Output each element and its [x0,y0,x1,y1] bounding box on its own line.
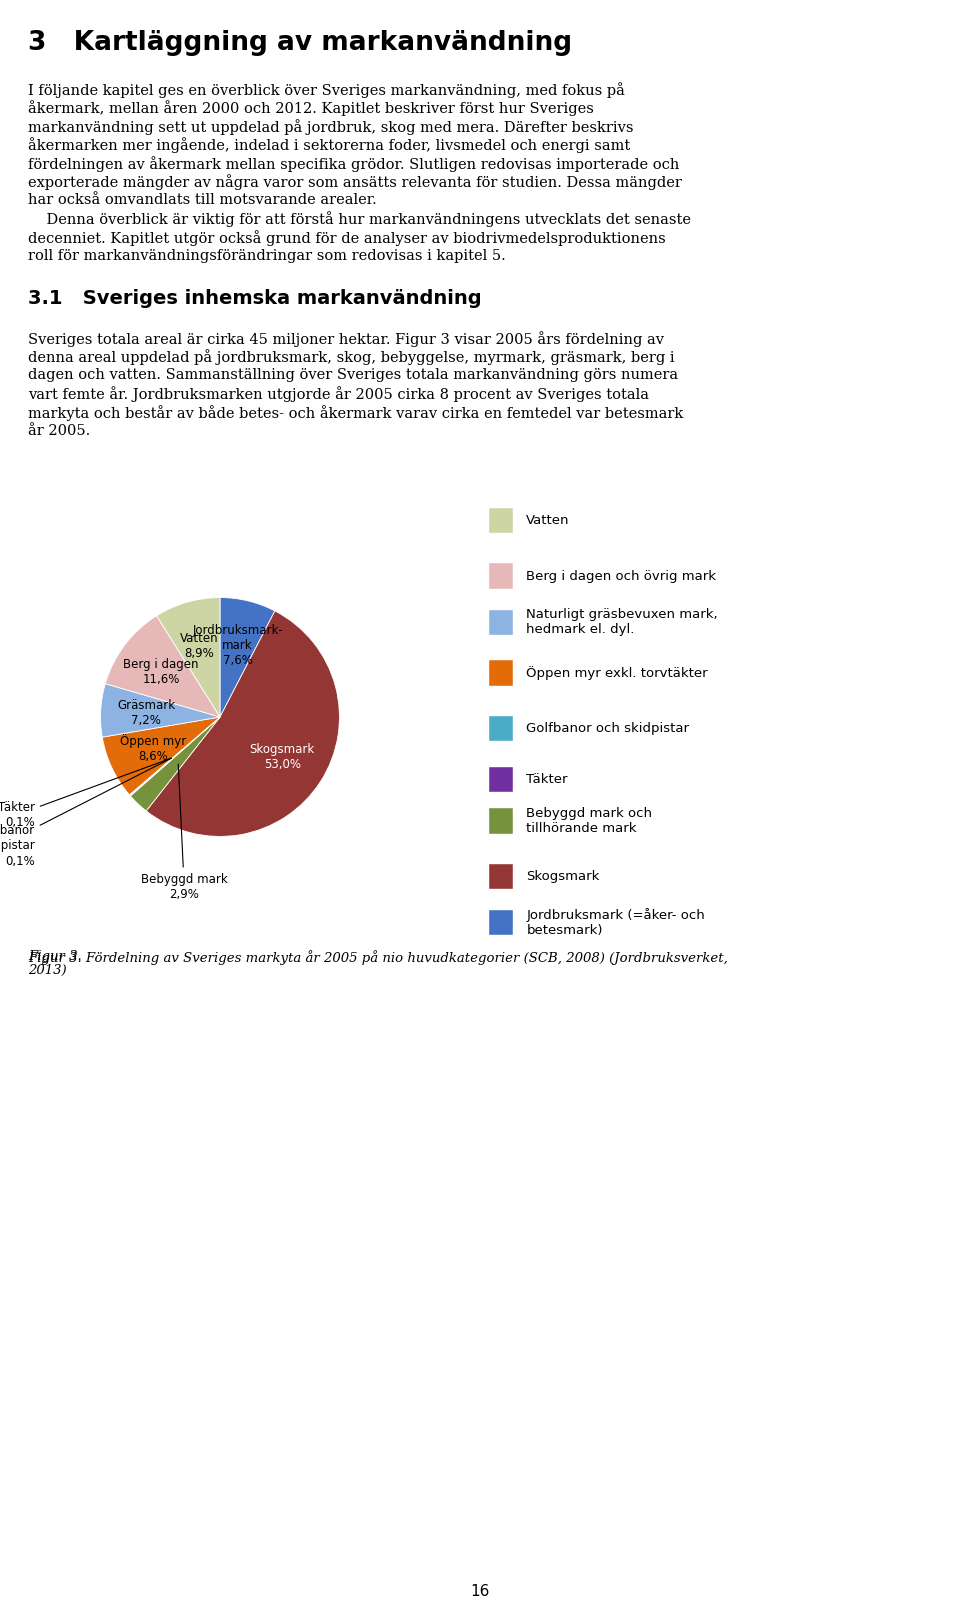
Text: Jordbruksmark (=åker- och
betesmark): Jordbruksmark (=åker- och betesmark) [526,907,705,936]
Text: markanvändning sett ut uppdelad på jordbruk, skog med mera. Därefter beskrivs: markanvändning sett ut uppdelad på jordb… [28,119,634,135]
FancyBboxPatch shape [489,808,513,833]
Text: Berg i dagen och övrig mark: Berg i dagen och övrig mark [526,570,716,582]
Text: åkermark, mellan åren 2000 och 2012. Kapitlet beskriver först hur Sveriges: åkermark, mellan åren 2000 och 2012. Kap… [28,100,594,116]
Text: Sveriges totala areal är cirka 45 miljoner hektar. Figur 3 visar 2005 års fördel: Sveriges totala areal är cirka 45 miljon… [28,331,664,348]
Text: Figur 3.: Figur 3. [28,949,82,964]
Text: Täkter: Täkter [526,772,568,785]
Text: Denna överblick är viktig för att förstå hur markanvändningens utvecklats det se: Denna överblick är viktig för att förstå… [28,211,691,227]
FancyBboxPatch shape [489,563,513,589]
Text: Gräsmark
7,2%: Gräsmark 7,2% [117,698,175,727]
Wedge shape [146,611,340,837]
Wedge shape [103,718,220,795]
Text: 3   Kartläggning av markanvändning: 3 Kartläggning av markanvändning [28,31,572,56]
Text: roll för markanvändningsförändringar som redovisas i kapitel 5.: roll för markanvändningsförändringar som… [28,248,506,262]
Wedge shape [130,718,220,795]
Text: Bebyggd mark
2,9%: Bebyggd mark 2,9% [141,764,228,901]
Text: I följande kapitel ges en överblick över Sveriges markanvändning, med fokus på: I följande kapitel ges en överblick över… [28,82,625,98]
Text: 16: 16 [470,1583,490,1599]
Text: har också omvandlats till motsvarande arealer.: har också omvandlats till motsvarande ar… [28,193,376,208]
Text: Vatten
8,9%: Vatten 8,9% [180,632,219,660]
Text: Skogsmark: Skogsmark [526,870,600,883]
Text: Bebyggd mark och
tillhörande mark: Bebyggd mark och tillhörande mark [526,808,653,835]
Text: markyta och består av både betes- och åkermark varav cirka en femtedel var betes: markyta och består av både betes- och åk… [28,405,684,422]
Text: Golfbanor och skidpistar: Golfbanor och skidpistar [526,722,689,735]
FancyBboxPatch shape [489,610,513,636]
FancyBboxPatch shape [489,911,513,935]
Text: dagen och vatten. Sammanställning över Sveriges totala markanvändning görs numer: dagen och vatten. Sammanställning över S… [28,368,678,381]
Text: Öppen myr
8,6%: Öppen myr 8,6% [120,734,186,763]
Wedge shape [101,684,220,737]
Text: Vatten: Vatten [526,515,570,528]
Text: fördelningen av åkermark mellan specifika grödor. Slutligen redovisas importerad: fördelningen av åkermark mellan specifik… [28,156,680,172]
Text: Öppen myr exkl. torvtäkter: Öppen myr exkl. torvtäkter [526,666,708,681]
FancyBboxPatch shape [489,508,513,533]
FancyBboxPatch shape [489,767,513,792]
Text: Skogsmark
53,0%: Skogsmark 53,0% [250,743,315,771]
FancyBboxPatch shape [489,660,513,685]
Text: Naturligt gräsbevuxen mark,
hedmark el. dyl.: Naturligt gräsbevuxen mark, hedmark el. … [526,608,718,636]
Wedge shape [131,718,220,811]
Text: Berg i dagen
11,6%: Berg i dagen 11,6% [123,658,199,687]
Wedge shape [106,616,220,718]
Text: Golfbanor
& skidpistar
0,1%: Golfbanor & skidpistar 0,1% [0,758,172,867]
Wedge shape [130,718,220,796]
FancyBboxPatch shape [489,716,513,742]
Wedge shape [156,597,220,718]
Text: denna areal uppdelad på jordbruksmark, skog, bebyggelse, myrmark, gräsmark, berg: denna areal uppdelad på jordbruksmark, s… [28,349,675,365]
Text: vart femte år. Jordbruksmarken utgjorde år 2005 cirka 8 procent av Sveriges tota: vart femte år. Jordbruksmarken utgjorde … [28,386,649,402]
Text: år 2005.: år 2005. [28,423,90,438]
FancyBboxPatch shape [489,864,513,890]
Text: Jordbruksmark-
mark
7,6%: Jordbruksmark- mark 7,6% [192,624,283,666]
Text: 3.1   Sveriges inhemska markanvändning: 3.1 Sveriges inhemska markanvändning [28,290,482,307]
Text: exporterade mängder av några varor som ansätts relevanta för studien. Dessa mäng: exporterade mängder av några varor som a… [28,174,682,190]
Text: Figur 3. Fördelning av Sveriges markyta år 2005 på nio huvudkategorier (SCB, 200: Figur 3. Fördelning av Sveriges markyta … [28,949,728,965]
Wedge shape [220,597,275,718]
Text: åkermarken mer ingående, indelad i sektorerna foder, livsmedel och energi samt: åkermarken mer ingående, indelad i sekto… [28,137,631,153]
Text: Täkter
0,1%: Täkter 0,1% [0,758,172,829]
Text: 2013): 2013) [28,964,66,977]
Text: decenniet. Kapitlet utgör också grund för de analyser av biodrivmedelsproduktion: decenniet. Kapitlet utgör också grund fö… [28,230,665,246]
